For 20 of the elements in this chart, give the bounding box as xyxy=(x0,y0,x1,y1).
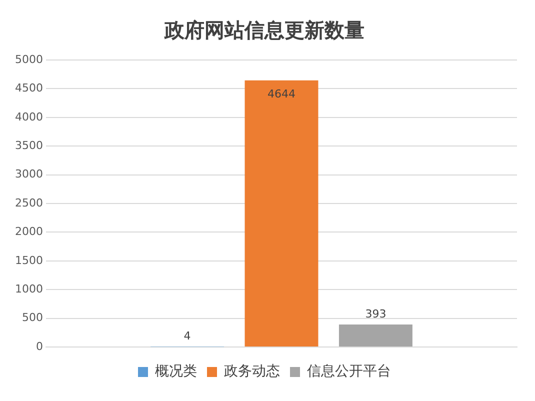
legend-label: 政务动态 xyxy=(224,364,280,380)
y-tick-label: 1500 xyxy=(14,254,43,267)
y-tick-label: 0 xyxy=(36,340,43,353)
y-tick-label: 5000 xyxy=(14,52,43,66)
y-tick-label: 1000 xyxy=(14,282,43,296)
y-tick-label: 2000 xyxy=(14,225,43,238)
y-tick-label: 2500 xyxy=(14,196,43,210)
legend-label: 概况类 xyxy=(155,364,197,380)
y-tick-label: 500 xyxy=(22,311,43,324)
bar xyxy=(244,80,318,346)
data-label: 4644 xyxy=(267,87,296,100)
y-tick-label: 4500 xyxy=(14,82,43,95)
y-tick-label: 3000 xyxy=(14,168,43,181)
y-tick-label: 3500 xyxy=(14,138,43,152)
y-tick-label: 4000 xyxy=(14,110,43,124)
data-label: 4 xyxy=(184,330,191,343)
bar xyxy=(338,324,412,346)
chart-title: 政府网站信息更新数量 xyxy=(164,18,364,42)
data-label: 393 xyxy=(365,307,386,320)
legend-label: 信息公开平台 xyxy=(307,364,391,380)
